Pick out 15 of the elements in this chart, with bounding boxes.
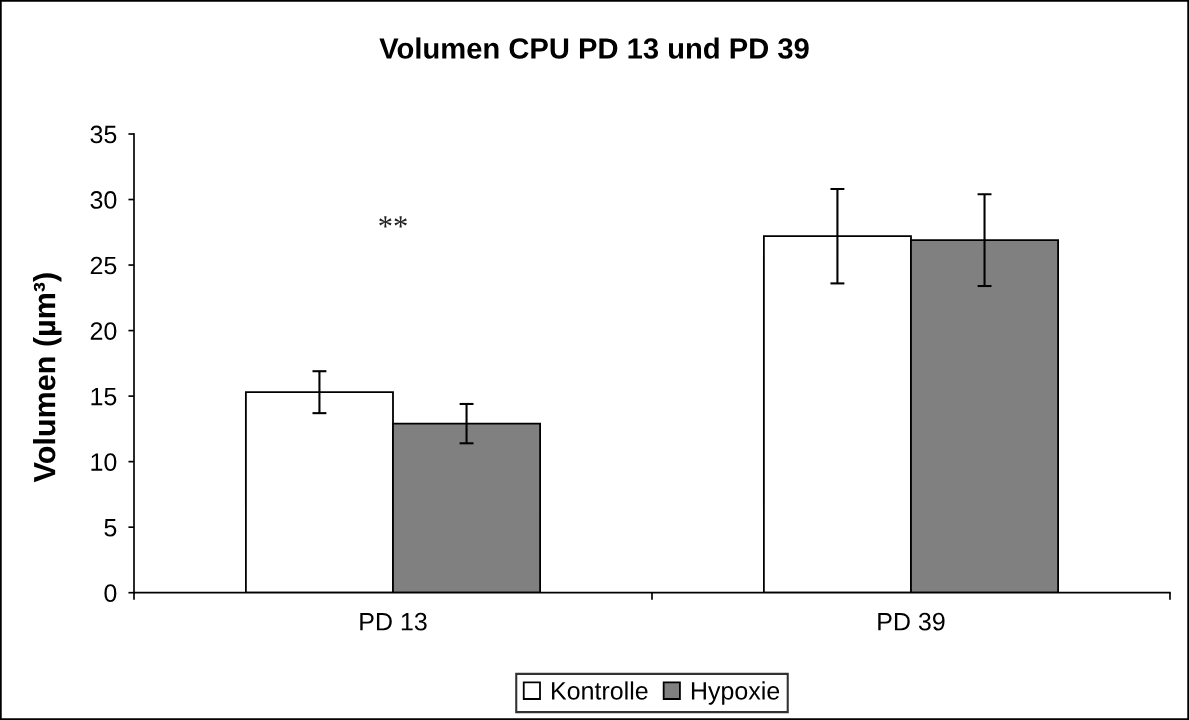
- y-tick-label: 15: [91, 387, 117, 406]
- annotation: **: [379, 216, 407, 228]
- x-tick-label: PD 13: [360, 612, 427, 631]
- chart-title: Volumen CPU PD 13 und PD 39: [379, 37, 809, 59]
- legend-label: Hypoxie: [691, 681, 780, 705]
- y-tick-label: 0: [104, 584, 117, 603]
- y-tick-label: 10: [91, 453, 117, 471]
- y-tick-label: 35: [90, 125, 117, 144]
- y-tick-label: 25: [90, 256, 117, 275]
- x-tick-label: PD 39: [878, 612, 945, 631]
- y-axis-title: Volumen (µm³): [32, 273, 62, 483]
- y-tick-label: 5: [104, 519, 117, 537]
- y-tick-label: 20: [90, 322, 117, 340]
- legend-label: Kontrolle: [552, 681, 648, 700]
- y-tick-label: 30: [90, 191, 117, 209]
